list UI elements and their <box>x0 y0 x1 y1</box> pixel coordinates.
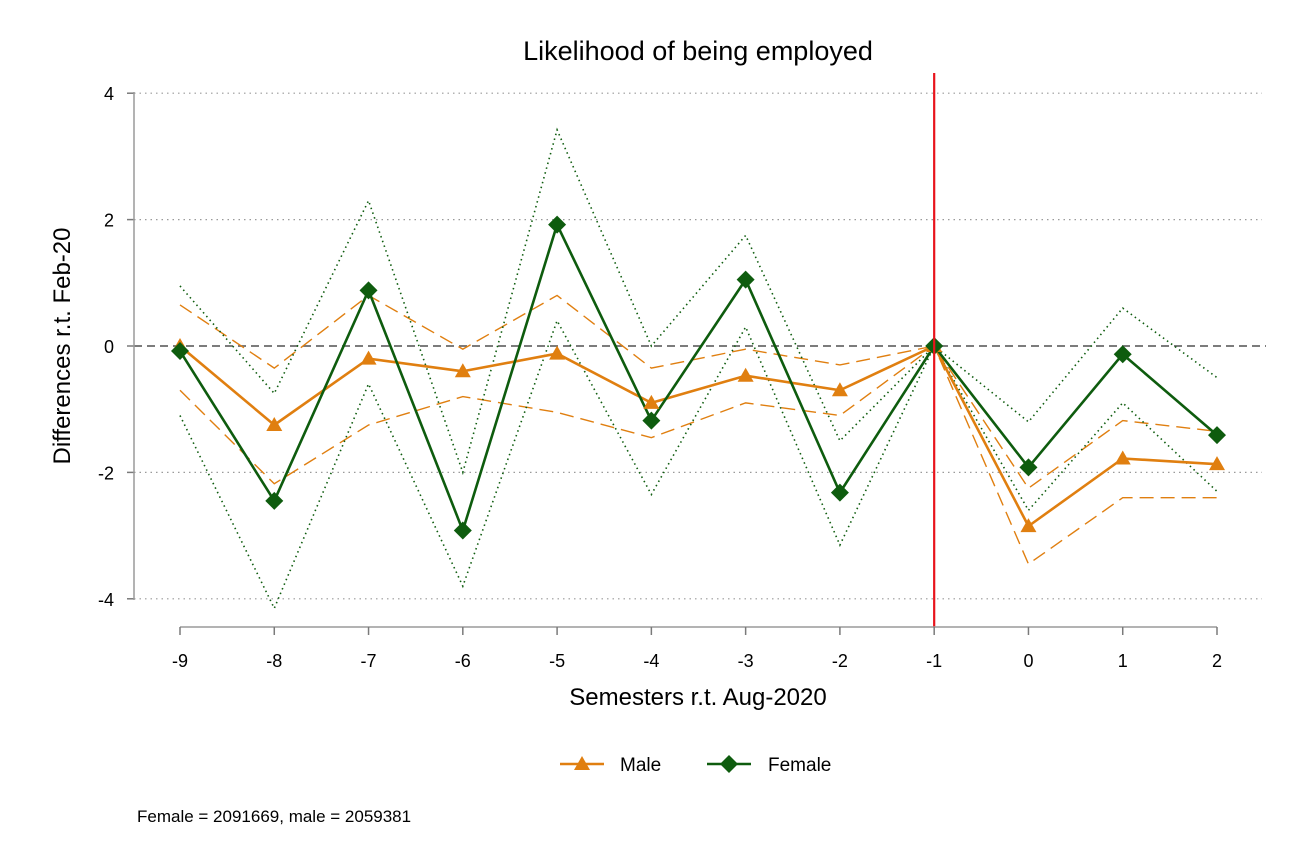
marker-female <box>359 281 378 300</box>
x-tick-label: -5 <box>549 651 565 671</box>
marker-male <box>737 367 754 382</box>
marker-male <box>1114 450 1131 465</box>
y-tick-label: 4 <box>104 84 114 104</box>
y-tick-label: -4 <box>98 590 114 610</box>
confidence-bands <box>179 127 1218 611</box>
x-tick-label: 1 <box>1118 651 1128 671</box>
x-tick-label: -8 <box>266 651 282 671</box>
chart-title: Likelihood of being employed <box>523 36 873 66</box>
legend-marker-male <box>574 756 590 770</box>
x-tick-label: -4 <box>643 651 659 671</box>
marker-male <box>643 394 660 409</box>
x-tick-label: -3 <box>738 651 754 671</box>
y-tick-label: 2 <box>104 211 114 231</box>
ci-female-ci-high <box>179 127 1218 476</box>
legend-marker-female <box>720 755 738 773</box>
marker-female <box>830 483 849 502</box>
sample-size-note: Female = 2091669, male = 2059381 <box>137 807 411 826</box>
x-tick-label: 0 <box>1023 651 1033 671</box>
legend-label-male: Male <box>620 755 661 776</box>
series-lines <box>171 73 1226 627</box>
x-tick-label: 2 <box>1212 651 1222 671</box>
marker-male <box>549 345 566 360</box>
series-line-female <box>178 223 1218 532</box>
marker-female <box>171 342 189 361</box>
marker-male <box>454 363 471 378</box>
legend-label-female: Female <box>768 755 831 776</box>
marker-male <box>360 350 377 365</box>
series-line-male <box>179 344 1218 528</box>
marker-female <box>1113 345 1132 364</box>
axes: 4 2 0 -2 -4 -9 -8 -7 -6 -5 -4 -3 -2 -1 0 1 2 <box>98 84 1222 671</box>
marker-male <box>831 382 848 397</box>
marker-female <box>453 521 472 540</box>
marker-male <box>266 417 283 431</box>
y-tick-label: 0 <box>104 337 114 357</box>
x-tick-label: -9 <box>172 651 188 671</box>
ci-male-ci-low <box>179 344 1217 566</box>
marker-female <box>265 491 284 510</box>
marker-female <box>548 215 567 234</box>
marker-male <box>1209 456 1225 471</box>
x-tick-label: -7 <box>361 651 377 671</box>
marker-female <box>1019 458 1038 477</box>
x-tick-label: -2 <box>832 651 848 671</box>
x-tick-label: -1 <box>926 651 942 671</box>
marker-female <box>736 270 755 289</box>
marker-male <box>1020 518 1037 533</box>
y-axis-label: Differences r.t. Feb-20 <box>49 228 76 465</box>
legend: Male Female <box>560 755 831 776</box>
marker-female <box>1208 426 1226 445</box>
marker-female <box>642 411 661 430</box>
y-tick-label: -2 <box>98 463 114 483</box>
x-tick-label: -6 <box>455 651 471 671</box>
x-axis-label: Semesters r.t. Aug-2020 <box>569 684 826 711</box>
ci-male-ci-high <box>179 294 1218 490</box>
